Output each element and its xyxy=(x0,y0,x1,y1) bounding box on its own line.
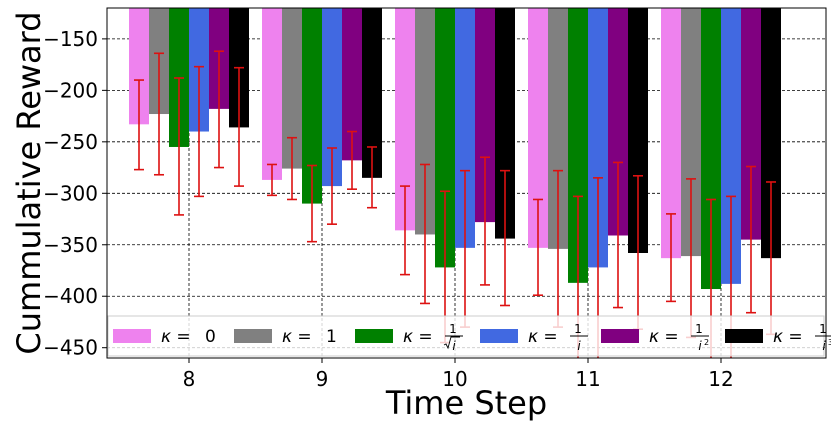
legend-swatch xyxy=(601,329,639,343)
bar xyxy=(528,8,548,248)
error-bar xyxy=(174,77,184,216)
error-bar xyxy=(420,163,430,305)
error-bar xyxy=(533,198,543,297)
legend-frac-den: i xyxy=(698,339,702,353)
legend-prefix: κ = xyxy=(773,327,803,347)
error-bar xyxy=(746,165,756,314)
bar xyxy=(741,8,761,240)
plot-frame xyxy=(106,7,827,359)
bar xyxy=(262,8,282,180)
x-tick-label: 9 xyxy=(316,367,329,391)
error-bar xyxy=(194,65,204,198)
x-axis-ticks: 8 9 10 11 12 xyxy=(183,358,734,391)
legend-item: κ = 1 i 3 xyxy=(725,322,831,353)
bar xyxy=(322,8,342,187)
bar xyxy=(548,8,568,249)
error-bar xyxy=(367,146,377,209)
legend-prefix: κ = xyxy=(161,327,191,347)
legend-frac-num: 1 xyxy=(695,322,703,336)
error-bar xyxy=(613,161,623,309)
error-bar xyxy=(307,164,317,243)
y-tick-label: −300 xyxy=(43,181,98,205)
bar xyxy=(628,8,648,253)
legend-item: κ = 0 xyxy=(113,327,216,347)
legend-item: κ = 1 i xyxy=(355,322,463,353)
legend-frac-num: 1 xyxy=(449,322,457,336)
y-axis-title: Cummulative Reward xyxy=(10,11,48,354)
error-bar xyxy=(267,163,277,197)
legend-frac-den: i xyxy=(577,339,581,353)
error-bar xyxy=(154,52,164,176)
sqrt-icon xyxy=(443,336,460,350)
legend-swatch xyxy=(355,329,393,343)
bar xyxy=(681,8,701,257)
legend-prefix: κ = xyxy=(528,327,558,347)
x-tick-label: 8 xyxy=(183,367,196,391)
legend-item: κ = 1 i 2 xyxy=(601,322,709,353)
bar xyxy=(721,8,741,284)
legend-value: 1 xyxy=(326,327,337,347)
bar xyxy=(435,8,455,268)
legend-frac-den: i xyxy=(822,339,826,353)
legend-prefix: κ = xyxy=(649,327,679,347)
bar xyxy=(475,8,495,223)
bar xyxy=(455,8,475,248)
bar xyxy=(495,8,515,239)
bar xyxy=(395,8,415,231)
bar xyxy=(761,8,781,259)
bar xyxy=(588,8,608,268)
error-bar xyxy=(666,213,676,303)
legend-frac-num: 1 xyxy=(819,322,827,336)
x-tick-label: 12 xyxy=(708,367,733,391)
y-tick-label: −250 xyxy=(43,130,98,154)
legend-value: 0 xyxy=(205,327,216,347)
legend-swatch xyxy=(480,329,518,343)
bar xyxy=(302,8,322,204)
legend-prefix: κ = xyxy=(403,327,433,347)
error-bar xyxy=(500,169,510,307)
legend-frac-exp: 2 xyxy=(704,338,709,347)
y-tick-label: −400 xyxy=(43,284,98,308)
legend-frac-exp: 3 xyxy=(828,338,831,347)
error-bar xyxy=(327,147,337,225)
bar xyxy=(701,8,721,290)
legend-item: κ = 1 i xyxy=(480,322,588,353)
legend-frac-den: i xyxy=(452,339,456,353)
legend-item: κ = 1 xyxy=(234,327,337,347)
error-bar xyxy=(134,79,144,171)
error-bar xyxy=(214,50,224,169)
bars xyxy=(129,8,781,290)
x-axis-title: Time Step xyxy=(385,384,547,422)
legend-frac-num: 1 xyxy=(574,322,582,336)
bar xyxy=(661,8,681,259)
error-bar xyxy=(400,185,410,276)
y-tick-label: −450 xyxy=(43,336,98,360)
legend-swatch xyxy=(725,329,763,343)
bar xyxy=(362,8,382,178)
bar xyxy=(282,8,302,169)
error-bar xyxy=(234,66,244,187)
x-tick-label: 11 xyxy=(575,367,600,391)
error-bar xyxy=(480,156,490,286)
y-tick-label: −200 xyxy=(43,78,98,102)
legend-swatch xyxy=(234,329,272,343)
x-tick-label: 10 xyxy=(442,367,467,391)
y-axis-ticks: −150 −200 −250 −300 −350 −400 −450 xyxy=(43,27,107,360)
legend-prefix: κ = xyxy=(282,327,312,347)
bar xyxy=(129,8,149,125)
error-bar xyxy=(287,136,297,201)
bar xyxy=(568,8,588,283)
legend-swatch xyxy=(113,329,151,343)
bar xyxy=(342,8,362,161)
y-tick-label: −150 xyxy=(43,27,98,51)
bar xyxy=(415,8,435,235)
y-tick-label: −350 xyxy=(43,233,98,257)
error-bar xyxy=(347,130,357,190)
bar xyxy=(608,8,628,236)
